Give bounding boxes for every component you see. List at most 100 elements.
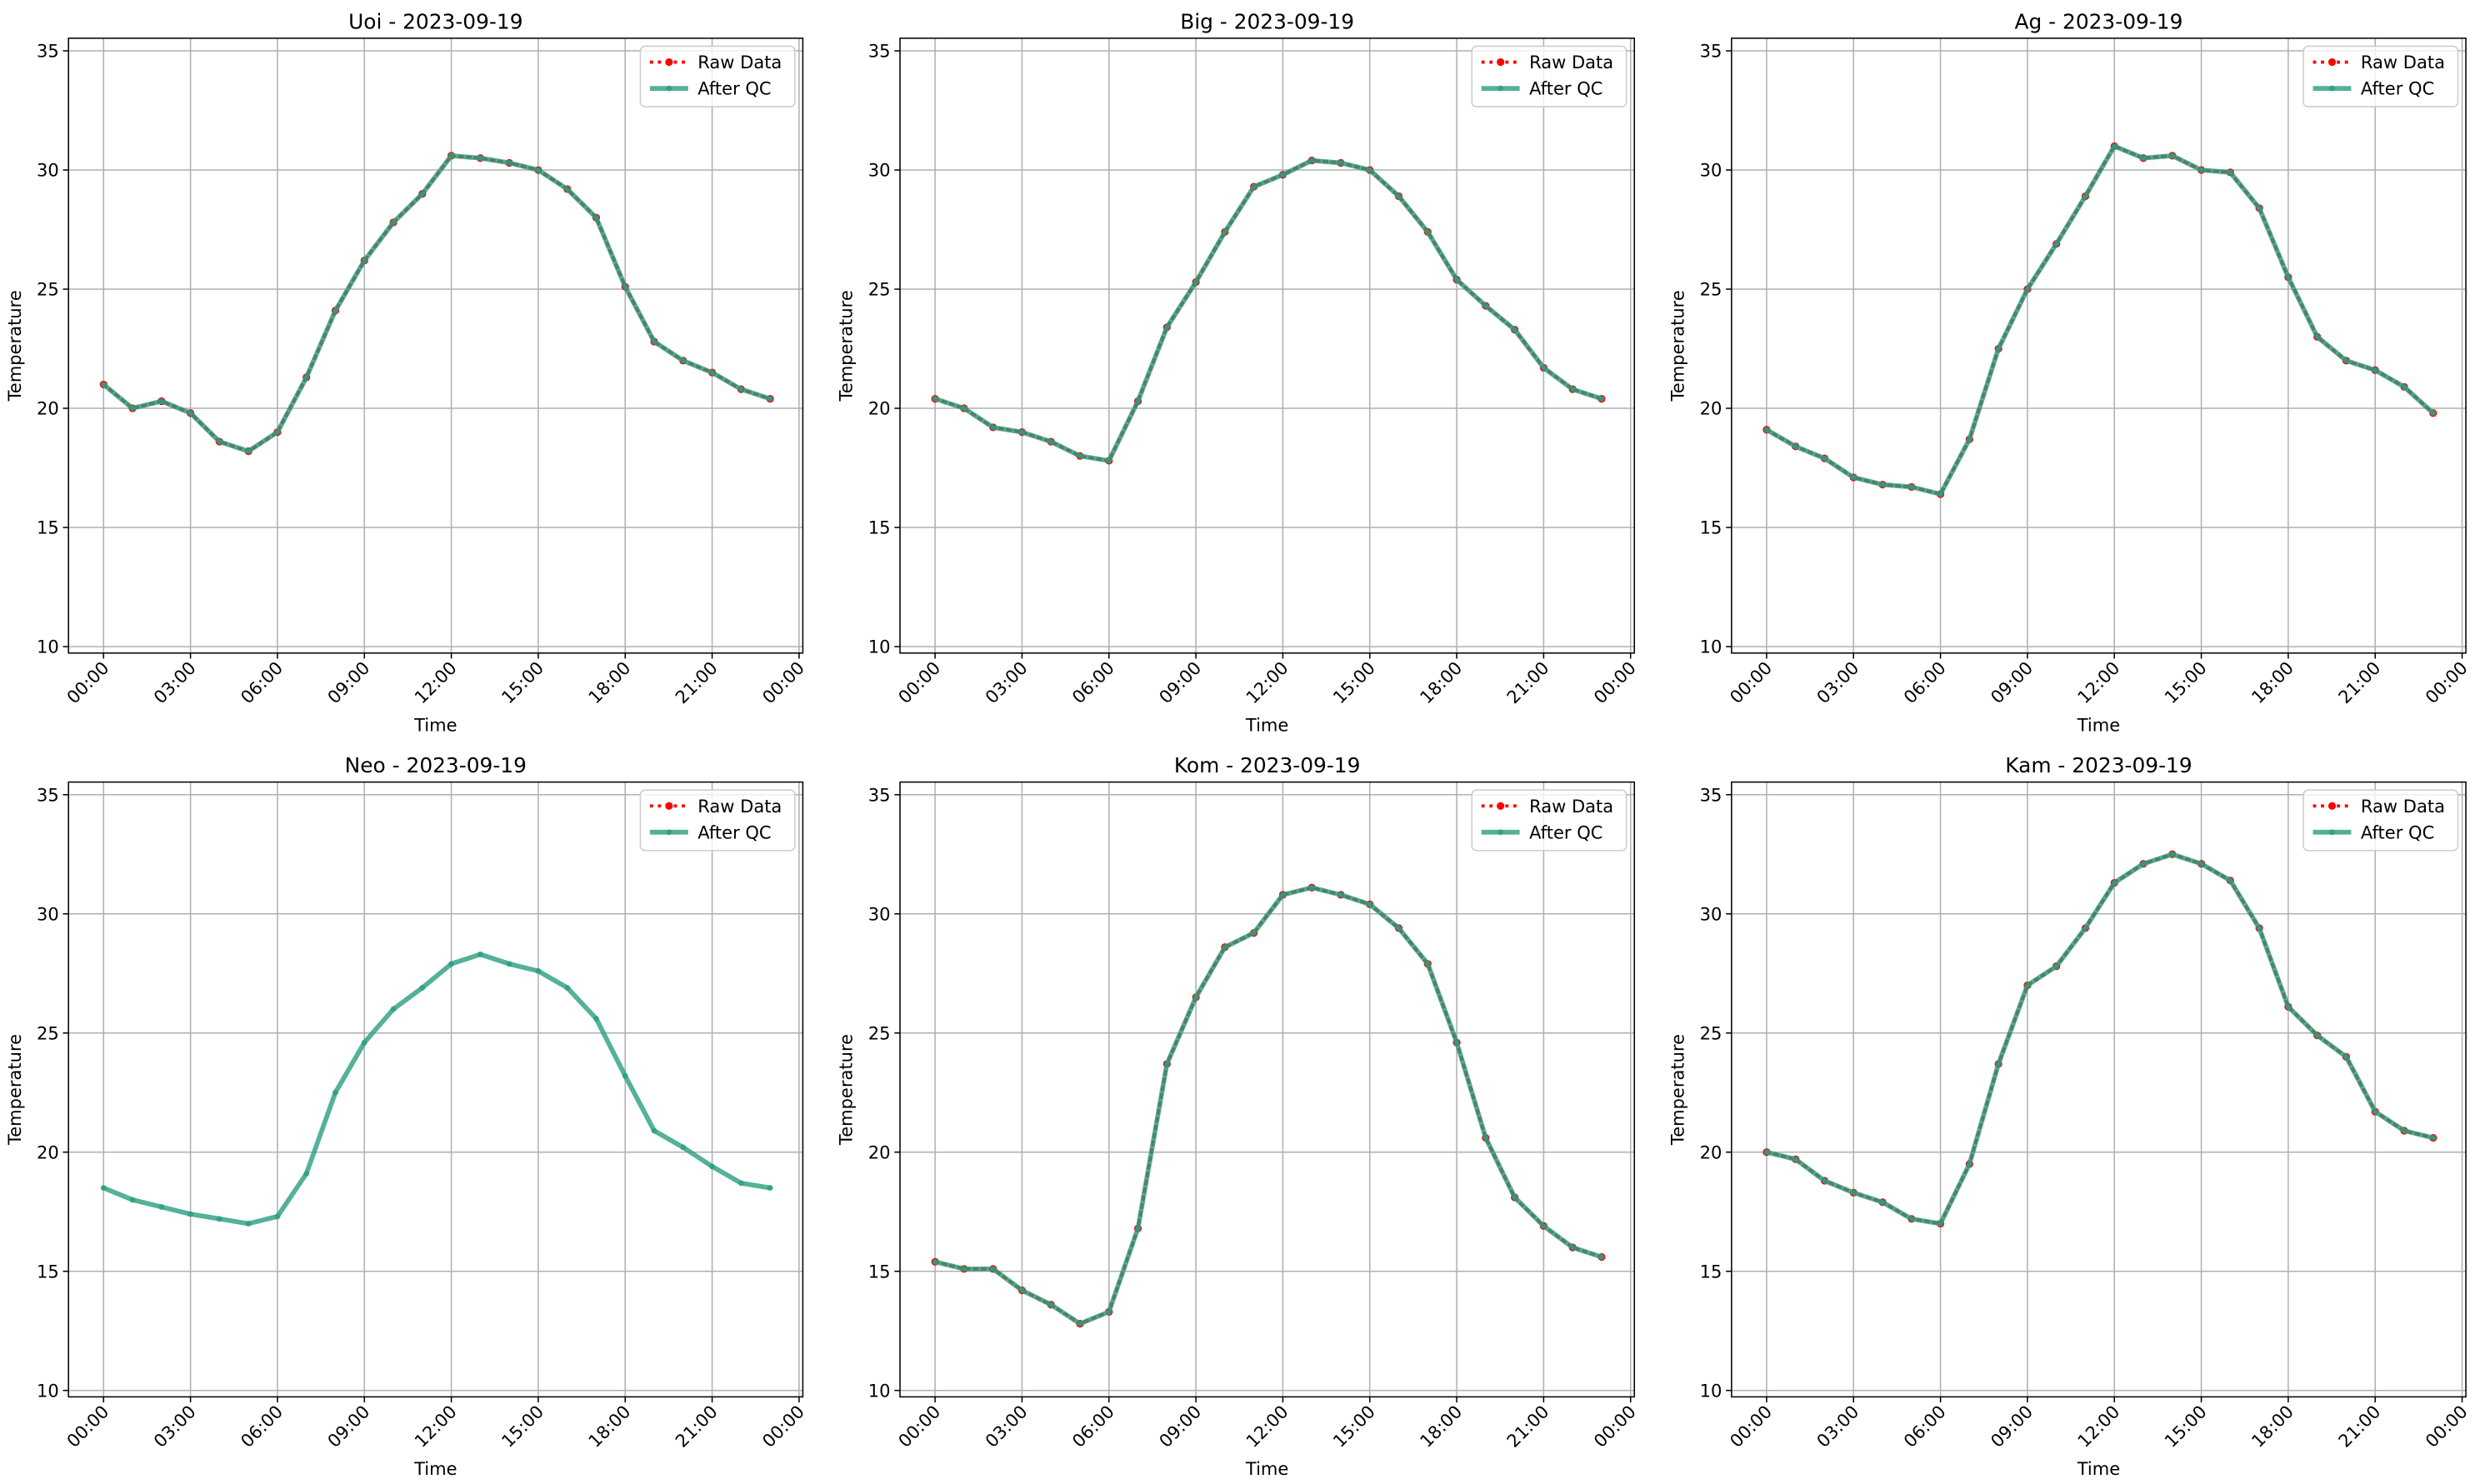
qc-marker: [419, 984, 426, 991]
qc-marker: [2256, 925, 2262, 932]
qc-marker: [188, 1211, 194, 1217]
qc-marker: [2111, 142, 2118, 149]
legend-swatch-marker: [2329, 85, 2335, 92]
legend-label: Raw Data: [2361, 796, 2445, 817]
qc-marker: [961, 1266, 968, 1272]
qc-marker: [274, 429, 281, 436]
qc-marker: [390, 1006, 397, 1012]
x-tick-label: 21:00: [1502, 1401, 1553, 1452]
y-tick-label: 25: [37, 279, 59, 300]
x-tick-label: 18:00: [584, 1401, 635, 1452]
qc-marker: [564, 984, 571, 991]
x-tick-label: 06:00: [1899, 657, 1950, 708]
legend-label: After QC: [698, 78, 771, 99]
qc-marker: [1598, 1254, 1605, 1261]
qc-marker: [1850, 474, 1857, 481]
x-tick-label: 18:00: [2248, 1401, 2298, 1452]
qc-marker: [1512, 1194, 1518, 1201]
qc-line: [101, 153, 772, 454]
x-tick-label: 12:00: [1242, 657, 1292, 708]
qc-marker: [2024, 982, 2031, 988]
y-tick-label: 30: [1700, 903, 1722, 924]
qc-marker: [1879, 482, 1886, 487]
qc-marker: [622, 1072, 628, 1079]
y-tick-label: 20: [1700, 398, 1722, 419]
x-axis-label: Time: [1245, 714, 1288, 735]
x-tick-label: 15:00: [1328, 657, 1379, 708]
qc-marker: [2342, 1053, 2349, 1060]
x-tick-label: 21:00: [1502, 657, 1553, 708]
qc-marker: [100, 1185, 107, 1192]
x-tick-label: 18:00: [2248, 657, 2298, 708]
qc-marker: [188, 410, 194, 417]
qc-marker: [2430, 1135, 2437, 1142]
qc-marker: [2024, 286, 2031, 292]
qc-marker: [1338, 160, 1344, 166]
y-tick-label: 20: [37, 1142, 59, 1162]
qc-marker: [1163, 324, 1170, 331]
legend-swatch-marker: [665, 57, 673, 67]
axes-frame: [899, 781, 1636, 1398]
x-tick-label: 12:00: [2073, 1401, 2124, 1452]
plot-area: [900, 782, 1635, 1397]
x-tick-label: 00:00: [1726, 1401, 1777, 1452]
x-tick-label: 12:00: [2073, 657, 2124, 708]
qc-marker: [680, 1144, 687, 1151]
x-tick-label: 15:00: [498, 657, 548, 708]
qc-marker: [1792, 443, 1799, 450]
qc-marker: [2314, 1032, 2321, 1039]
qc-line: [1764, 143, 2436, 497]
qc-marker: [1908, 483, 1915, 490]
qc-marker: [535, 967, 542, 974]
qc-marker: [303, 1171, 310, 1177]
x-tick-label: 00:00: [758, 657, 809, 708]
qc-marker: [1018, 1287, 1025, 1294]
y-tick-label: 35: [37, 41, 59, 62]
x-tick-label: 06:00: [1068, 1401, 1118, 1452]
qc-marker: [1792, 1156, 1799, 1162]
y-tick-label: 10: [37, 637, 59, 657]
x-tick-label: 15:00: [1328, 1401, 1379, 1452]
x-tick-label: 18:00: [1416, 657, 1467, 708]
x-tick-label: 03:00: [1812, 657, 1863, 708]
legend-swatch-marker: [2328, 802, 2337, 810]
x-tick-label: 06:00: [237, 657, 288, 708]
y-tick-label: 10: [868, 637, 891, 657]
y-tick-label: 20: [868, 1142, 891, 1162]
qc-marker: [680, 357, 687, 364]
qc-marker: [1995, 1061, 2002, 1067]
qc-marker: [2430, 410, 2437, 417]
qc-marker: [2285, 274, 2292, 281]
qc-marker: [2053, 241, 2060, 247]
y-tick-label: 30: [37, 160, 59, 181]
qc-marker: [2111, 880, 2118, 886]
qc-marker: [1569, 1244, 1576, 1251]
legend-swatch-marker: [1497, 57, 1505, 67]
qc-marker: [2342, 357, 2349, 364]
qc-marker: [332, 307, 338, 314]
qc-marker: [1222, 228, 1228, 235]
qc-marker: [2169, 851, 2176, 857]
qc-marker: [100, 381, 107, 387]
y-axis-label: Temperature: [1667, 290, 1688, 402]
qc-marker: [593, 1016, 599, 1022]
legend-swatch-marker: [666, 85, 672, 92]
y-tick-label: 30: [868, 160, 891, 181]
x-tick-label: 00:00: [1589, 1401, 1640, 1452]
qc-marker: [1822, 1177, 1828, 1184]
qc-line: [932, 157, 1604, 463]
qc-marker: [1048, 438, 1054, 445]
qc-marker: [448, 961, 455, 967]
qc-marker: [2227, 877, 2233, 884]
qc-marker: [1135, 398, 1141, 404]
chart-title: Ag - 2023-09-19: [2014, 9, 2182, 33]
y-tick-label: 25: [1700, 1022, 1722, 1043]
qc-marker: [1163, 1061, 1170, 1067]
plot-area: [68, 782, 803, 1397]
y-tick-label: 35: [37, 784, 59, 805]
qc-marker: [2372, 1108, 2378, 1115]
subplot: 10 15 20 25 30 35 00:00 03:00 06:00 09:00 12:00 15:…: [836, 753, 1640, 1479]
qc-marker: [932, 396, 938, 402]
qc-marker: [448, 152, 455, 159]
